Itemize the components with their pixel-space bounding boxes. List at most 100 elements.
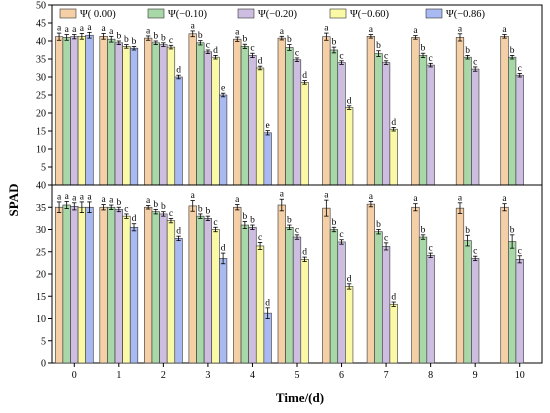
significance-letter: e [221,84,225,94]
significance-letter: c [206,41,210,51]
significance-letter: b [124,35,129,45]
significance-letter: d [265,298,270,308]
y-tick-label: 0 [41,359,46,370]
significance-letter: b [287,35,292,45]
significance-letter: d [347,274,352,284]
y-tick-label: 45 [36,19,46,30]
bar [263,132,272,186]
bar [426,64,435,186]
significance-letter: c [518,246,522,256]
bar [85,34,94,186]
y-tick-label: 50 [36,1,46,12]
bar [329,49,339,186]
x-tick-label: 0 [72,370,77,381]
legend-item: Ψ(−0.20) [237,8,298,20]
y-tick-label: 10 [36,314,46,325]
bar [322,207,331,364]
legend-item: Ψ(−0.10) [147,8,208,20]
significance-letter: c [384,233,388,243]
legend-swatch [237,8,255,19]
bar [366,203,375,364]
bar [255,67,265,186]
significance-letter: a [191,191,196,201]
significance-letter: a [57,24,62,34]
x-tick-label: 10 [515,370,525,381]
bar [515,259,524,364]
significance-letter: a [65,25,70,35]
significance-letter: b [153,32,158,42]
significance-letter: b [250,216,255,226]
bar [389,303,398,364]
x-tick-label: 5 [295,370,300,381]
significance-letter: a [413,26,418,36]
bar [129,47,139,186]
significance-letter: d [347,96,352,106]
bar [159,213,168,364]
significance-letter: c [339,51,343,61]
significance-letter: a [324,191,329,201]
significance-letter: b [421,225,426,235]
bar [54,206,64,364]
significance-letter: a [502,194,507,204]
bar [166,46,176,186]
significance-letter: b [510,46,515,56]
bar [345,107,354,186]
bar [411,37,420,186]
significance-letter: b [153,200,158,210]
significance-letter: a [57,192,62,202]
significance-letter: b [116,32,121,42]
significance-letter: b [465,226,470,236]
significance-letter: a [87,23,92,33]
y-tick-label: 20 [36,270,46,281]
significance-letter: b [332,218,337,228]
significance-letter: b [198,31,203,41]
significance-letter: a [109,27,114,37]
significance-letter: b [376,41,381,51]
bar [285,47,294,186]
significance-letter: c [473,57,477,67]
significance-letter: b [198,204,203,214]
significance-letter: d [213,46,218,56]
y-tick-label: 30 [36,225,46,236]
bar [233,38,242,186]
x-tick-label: 3 [205,370,210,381]
significance-letter: a [369,192,374,202]
bar [174,76,183,186]
bar [337,62,346,186]
significance-letter: a [235,195,240,205]
significance-letter: a [146,196,151,206]
bar [240,46,249,186]
bar [70,36,79,186]
bar [85,206,94,364]
y-tick-label: 5 [41,163,46,174]
legend-swatch [329,8,347,19]
bar [500,36,509,186]
y-tick-label: 35 [36,55,46,66]
significance-letter: a [102,24,107,34]
bar [277,37,286,186]
bar [144,206,153,364]
bar [292,59,302,186]
bar [70,206,79,364]
significance-letter: c [213,218,217,228]
bar [345,286,354,364]
significance-letter: b [287,216,292,226]
bar [107,206,116,364]
significance-letter: a [235,28,240,38]
significance-letter: a [146,26,151,36]
legend-label: Ψ(−0.20) [258,9,298,20]
x-axis-label: Time/(d) [276,390,324,405]
bar [114,42,123,186]
bar [515,74,524,186]
significance-letter: d [176,227,181,237]
bar [114,209,123,364]
y-tick-label: 10 [36,145,46,156]
significance-letter: d [221,244,226,254]
legend-label: Ψ(−0.10) [168,9,208,20]
significance-letter: c [429,244,433,254]
bar [411,206,420,364]
significance-letter: a [102,195,107,205]
significance-letter: c [295,225,299,235]
significance-letter: d [132,214,137,224]
